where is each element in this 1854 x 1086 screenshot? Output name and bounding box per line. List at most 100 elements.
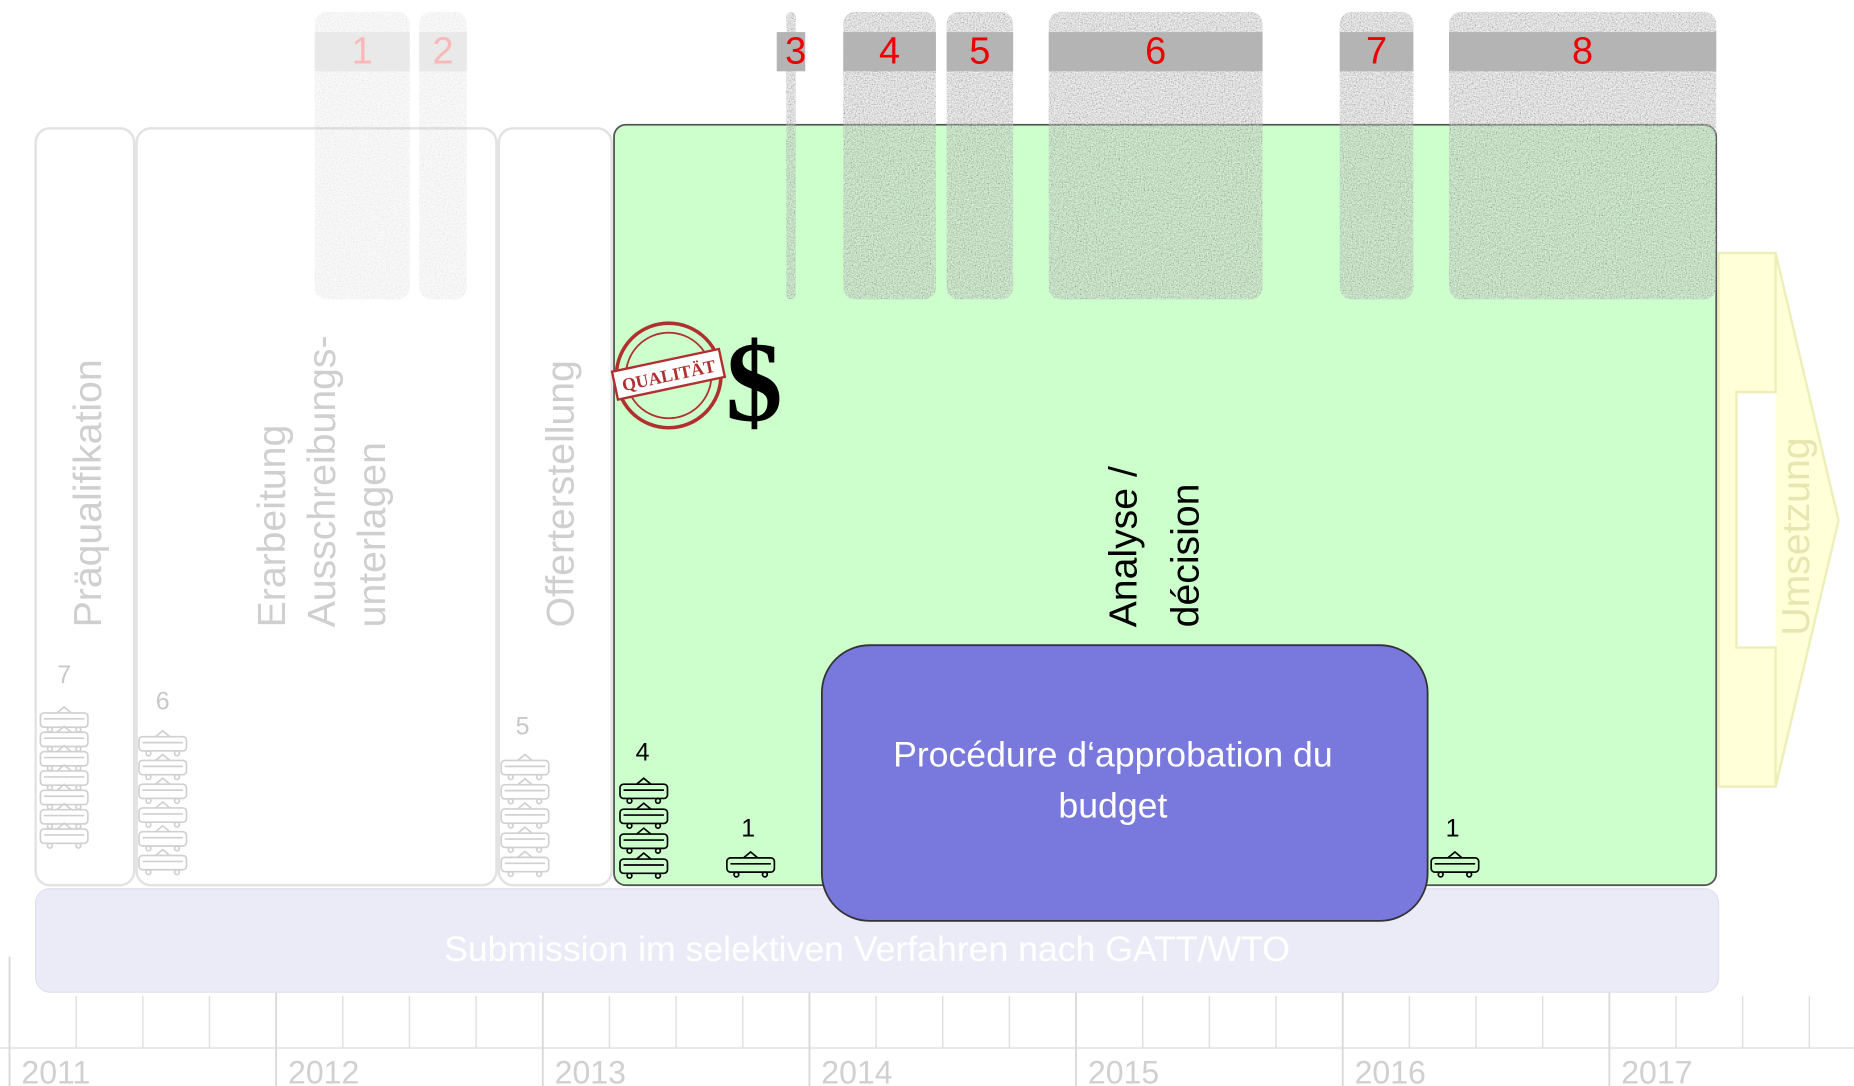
noise-column — [786, 11, 796, 300]
step-number: 7 — [1366, 31, 1387, 73]
step-number: 1 — [352, 31, 373, 73]
tram-wheel — [654, 872, 662, 879]
tram-wheel — [626, 822, 633, 829]
phase-label: Präqualifikation — [67, 359, 110, 627]
year-label: 2017 — [1621, 1055, 1692, 1086]
phase-label: Erarbeitung — [251, 425, 294, 628]
tram-wheel — [536, 798, 543, 805]
tram-pantograph — [517, 850, 533, 859]
tram-wheel — [145, 821, 152, 828]
noise-column — [419, 11, 467, 300]
tram-icon — [39, 821, 89, 849]
tram-wheel — [507, 822, 514, 829]
step-number: 8 — [1572, 31, 1593, 73]
step-number: 4 — [879, 31, 900, 73]
year-label: 2011 — [21, 1055, 90, 1086]
tram-icon — [726, 850, 776, 878]
tram-pantograph — [155, 777, 171, 785]
tram-wheel — [507, 773, 514, 781]
tram-body — [500, 808, 550, 825]
tram-wheel — [75, 842, 82, 849]
tram-pantograph — [56, 763, 72, 772]
tram-wheel — [654, 847, 662, 854]
tram-wheel — [173, 797, 181, 805]
tram-icon — [1430, 850, 1480, 878]
submission-label: Submission im selektiven Verfahren nach … — [444, 929, 1290, 969]
tram-pantograph — [56, 725, 72, 733]
step-number: 2 — [432, 31, 453, 73]
step-band — [776, 32, 806, 72]
year-label: 2013 — [555, 1055, 626, 1086]
tram-body — [619, 783, 669, 800]
tram-pantograph — [636, 777, 652, 785]
tram-wheel — [173, 750, 181, 757]
noise-column — [314, 11, 410, 300]
tram-wheel — [507, 846, 514, 853]
tram-wheel — [654, 822, 662, 829]
tram-wheel — [173, 868, 181, 876]
tram-icon — [500, 777, 550, 805]
phase-label: unterlagen — [351, 442, 394, 627]
tram-wheel — [173, 821, 181, 828]
step-number: 3 — [785, 31, 806, 73]
tram-body — [726, 857, 776, 873]
noise-column — [1448, 11, 1717, 300]
year-label: 2012 — [288, 1055, 359, 1086]
tram-pantograph — [56, 705, 72, 714]
tram-body — [138, 735, 188, 752]
tram-icon — [619, 852, 669, 879]
noise-column — [843, 11, 936, 300]
tram-icon — [500, 826, 550, 853]
step-band — [1448, 32, 1717, 72]
tram-icon — [138, 824, 188, 852]
tram-wheel — [536, 846, 543, 853]
tram-icon — [138, 777, 188, 805]
tram-wheel — [173, 845, 181, 852]
tram-body — [500, 783, 550, 800]
tram-body — [500, 759, 550, 776]
tram-icon — [619, 827, 669, 854]
step-columns: 1 2 3 4 5 6 7 8 — [314, 11, 1717, 300]
budget-label: budget — [1058, 785, 1167, 825]
tram-wheel — [145, 750, 152, 757]
tram-body — [138, 830, 188, 847]
tram-pantograph — [636, 827, 652, 835]
tram-pantograph — [56, 783, 72, 791]
implementation-label: Umsetzung — [1775, 437, 1818, 635]
budget-label: Procédure d‘approbation du — [893, 734, 1333, 774]
tram-pantograph — [56, 821, 72, 830]
step-column: 3 — [776, 11, 806, 300]
count: 5 — [516, 712, 530, 740]
count: 1 — [1446, 814, 1460, 842]
step-column: 5 — [946, 11, 1014, 300]
phase-box — [497, 127, 613, 887]
year-label: 2015 — [1088, 1055, 1159, 1086]
tram-wheel — [536, 822, 543, 829]
tram-body — [39, 828, 89, 845]
step-column: 7 — [1339, 11, 1414, 300]
tram-pantograph — [517, 826, 533, 834]
tram-wheel — [1465, 871, 1473, 878]
tram-wheel — [536, 773, 543, 781]
count: 1 — [741, 814, 755, 842]
tram-pantograph — [517, 801, 533, 810]
tram-body — [619, 833, 669, 850]
tram-wheel — [733, 871, 740, 878]
tram-body — [138, 759, 188, 776]
tram-pantograph — [155, 824, 171, 833]
tram-wheel — [626, 797, 633, 805]
tram-pantograph — [155, 800, 171, 809]
tram-pantograph — [56, 802, 72, 811]
tram-wheel — [173, 773, 181, 781]
tram-pantograph — [1447, 850, 1463, 859]
tram-wheel — [507, 798, 514, 805]
tram-body — [138, 807, 188, 824]
tram-icon — [500, 753, 550, 781]
step-number: 5 — [969, 31, 990, 73]
tram-wheel — [145, 797, 152, 805]
tram-icon — [619, 802, 669, 829]
tram-wheel — [145, 868, 152, 876]
count: 6 — [156, 687, 170, 715]
phase-label: Offerterstellung — [540, 360, 583, 627]
